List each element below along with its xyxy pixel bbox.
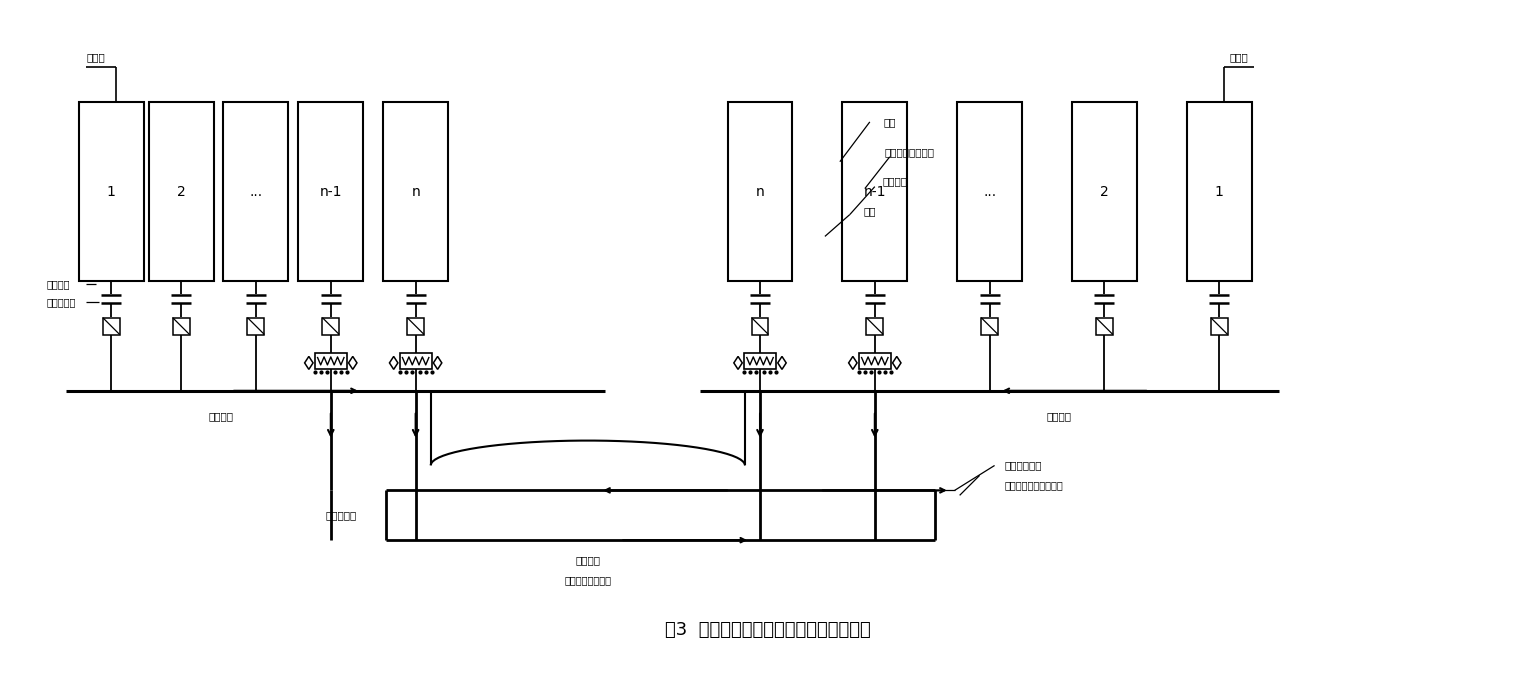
Bar xyxy=(866,318,883,335)
Text: 1: 1 xyxy=(108,185,115,199)
Text: 余热回收换热模块: 余热回收换热模块 xyxy=(885,147,935,157)
Bar xyxy=(399,353,432,369)
Bar xyxy=(957,102,1021,281)
Bar xyxy=(172,318,189,335)
Bar xyxy=(247,318,264,335)
Bar xyxy=(323,318,339,335)
Text: ...: ... xyxy=(983,185,997,199)
Bar xyxy=(382,102,449,281)
Bar xyxy=(315,353,347,369)
Text: 排烟干管: 排烟干管 xyxy=(209,411,233,420)
Text: ...: ... xyxy=(249,185,263,199)
Text: n-1: n-1 xyxy=(863,185,886,199)
Text: 排烟总管: 排烟总管 xyxy=(576,555,601,565)
Bar xyxy=(407,318,424,335)
Bar xyxy=(103,318,120,335)
Bar xyxy=(982,318,998,335)
Text: 阀门: 阀门 xyxy=(863,207,876,216)
Text: 2: 2 xyxy=(177,185,186,199)
Text: 二次热媒管: 二次热媒管 xyxy=(326,510,356,521)
Text: 旁通烟道: 旁通烟道 xyxy=(882,176,908,187)
Text: 电解槽: 电解槽 xyxy=(88,52,106,62)
Bar xyxy=(1210,318,1227,335)
Bar xyxy=(1187,102,1252,281)
Bar xyxy=(223,102,289,281)
Text: 引至热用户处: 引至热用户处 xyxy=(1005,460,1041,470)
Text: n: n xyxy=(756,185,765,199)
Text: n: n xyxy=(412,185,419,199)
Text: 阀门: 阀门 xyxy=(883,117,895,127)
Bar xyxy=(149,102,214,281)
Bar xyxy=(78,102,144,281)
Text: n-1: n-1 xyxy=(319,185,343,199)
Bar xyxy=(751,318,768,335)
Text: 1: 1 xyxy=(1215,185,1224,199)
Bar xyxy=(743,353,776,369)
Bar xyxy=(728,102,793,281)
Text: 与三次热媒进行热交换: 与三次热媒进行热交换 xyxy=(1005,481,1063,490)
Bar xyxy=(859,353,891,369)
Bar xyxy=(1072,102,1137,281)
Bar xyxy=(842,102,908,281)
Text: 排烟支管: 排烟支管 xyxy=(46,279,69,289)
Text: 排烟干管: 排烟干管 xyxy=(1048,411,1072,420)
Text: 电解槽: 电解槽 xyxy=(1230,52,1249,62)
Text: 引至电解烟气净化: 引至电解烟气净化 xyxy=(564,575,611,585)
Bar xyxy=(1095,318,1114,335)
Text: 排烟支管阀: 排烟支管阀 xyxy=(46,297,75,307)
Text: 2: 2 xyxy=(1100,185,1109,199)
Bar xyxy=(298,102,362,281)
Text: 图3  支烟管烟气余热回收利用流程示意图: 图3 支烟管烟气余热回收利用流程示意图 xyxy=(665,621,871,639)
